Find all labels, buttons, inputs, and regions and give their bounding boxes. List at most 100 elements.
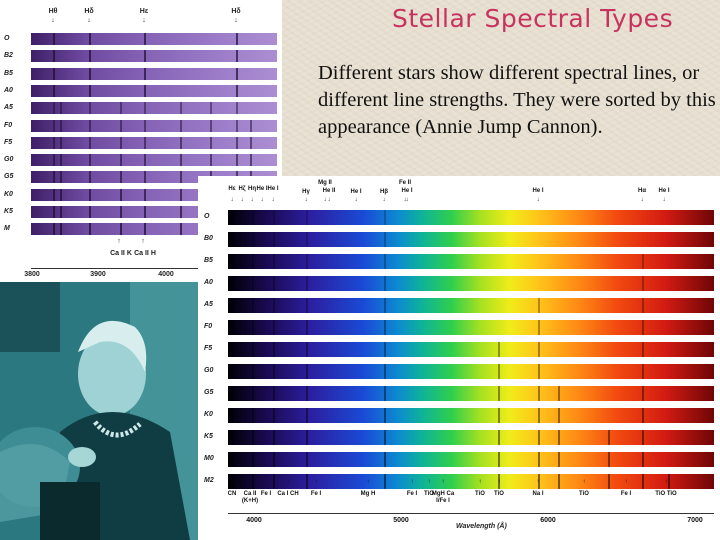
absorption-line [232,276,234,291]
absorption-line [180,206,182,218]
bottom-marker-label: Fe I [620,491,632,497]
top-marker-arrow: ↓ [403,197,407,203]
absorption-line [144,223,146,236]
absorption-line [384,342,386,357]
absorption-line [232,210,234,225]
absorption-line [89,102,91,115]
absorption-line [306,232,308,247]
bottom-marker-label: TiO TiO [655,491,677,497]
top-marker-label: He I [532,188,544,194]
top-marker-arrow: ↓ [354,197,358,203]
top-marker-arrow: ↓ [271,197,275,203]
spectrum-strip [228,430,714,445]
spectral-class-label: B2 [4,52,13,60]
bottom-marker-arrow: ↑ [624,479,628,485]
absorption-line [608,452,610,467]
absorption-line [384,386,386,401]
absorption-line [252,386,254,401]
absorption-line [252,210,254,225]
absorption-line [53,136,55,149]
absorption-line [642,364,644,379]
absorption-line [144,84,146,97]
absorption-line [89,154,91,167]
absorption-line [608,474,610,489]
top-marker-label: He I [267,186,279,192]
bottom-marker-arrow: ↑ [441,479,445,485]
absorption-line [252,298,254,313]
absorption-line [252,408,254,423]
top-marker-label: He I [256,186,268,192]
bottom-marker-arrow: ↑ [117,238,121,245]
absorption-line [60,171,62,184]
absorption-line [538,474,540,489]
spectrum-strip [228,452,714,467]
absorption-line [538,452,540,467]
spectral-class-label: M [4,225,10,233]
absorption-line [144,136,146,149]
top-marker-label: Fe II [398,180,411,186]
spectral-class-label: A0 [4,86,13,94]
absorption-line [252,254,254,269]
absorption-line [232,232,234,247]
spectral-class-label: O [204,213,210,220]
axis-tick-label: 7000 [687,517,703,524]
absorption-line [180,223,182,236]
top-marker-label: Hδ [231,8,241,15]
absorption-line [144,188,146,201]
absorption-line [306,408,308,423]
top-marker-label: Hθ [48,8,58,15]
absorption-line [642,342,644,357]
absorption-line [60,188,62,201]
absorption-line [498,364,500,379]
spectrum-strip [31,102,277,115]
spectral-class-label: M0 [204,455,214,462]
absorption-line [53,67,55,80]
absorption-line [210,154,212,167]
absorption-line [273,430,275,445]
absorption-line [232,452,234,467]
spectrum-strip [228,342,714,357]
panel-bottom-axis-line [228,513,714,514]
top-marker-label: He I [350,189,362,195]
absorption-line [89,50,91,63]
bottom-marker-arrow: ↑ [410,479,414,485]
absorption-line [89,223,91,236]
absorption-line [236,136,238,149]
bottom-marker-label: Mg H [360,491,376,497]
absorption-line [89,206,91,218]
absorption-line [144,102,146,115]
absorption-line [210,119,212,132]
absorption-line [558,430,560,445]
bottom-marker-arrow: ↑ [427,479,431,485]
absorption-line [180,119,182,132]
top-marker-arrow: ↓ [327,197,331,203]
absorption-line [120,154,122,167]
top-marker-arrow: ↓ [260,197,264,203]
absorption-line [642,408,644,423]
absorption-line [306,386,308,401]
absorption-line [232,430,234,445]
absorption-line [53,154,55,167]
top-marker-arrow: ↓ [230,197,234,203]
absorption-line [232,320,234,335]
absorption-line [538,320,540,335]
spectral-class-label: G0 [204,367,214,374]
absorption-line [53,188,55,201]
bottom-marker-label: CN [227,491,237,497]
absorption-line [384,232,386,247]
absorption-line [306,320,308,335]
top-marker-arrow: ↓ [536,197,540,203]
spectral-class-label: G5 [204,389,214,396]
absorption-line [306,342,308,357]
bottom-marker-label: Fe I [260,491,272,497]
spectral-class-label: K0 [4,190,13,198]
absorption-line [498,408,500,423]
absorption-line [642,386,644,401]
absorption-line [642,276,644,291]
bottom-marker-arrow: ↑ [230,479,234,485]
spectrum-strip [31,67,277,80]
absorption-line [144,206,146,218]
absorption-line [60,154,62,167]
top-marker-arrow: ↓ [304,197,308,203]
top-marker-arrow: ↓ [87,17,91,24]
